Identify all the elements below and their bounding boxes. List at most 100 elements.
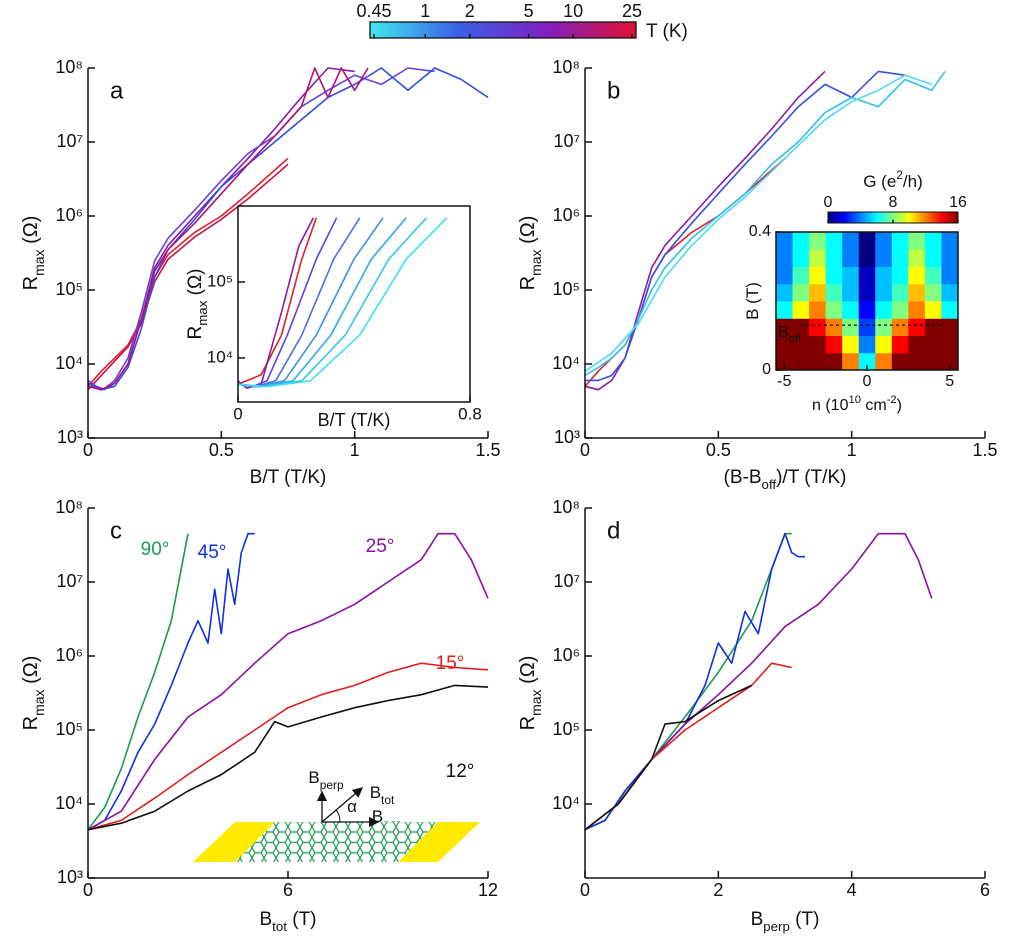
x-tick-label: 1.5 (972, 440, 997, 460)
heatmap-cell (891, 283, 909, 302)
heatmap-cell (875, 352, 893, 371)
heatmap-cell (941, 301, 959, 319)
heatmap-cell (842, 266, 860, 285)
heatmap-cell (809, 232, 827, 250)
schematic-label-part: α (347, 797, 357, 816)
heatmap-cell (809, 266, 827, 285)
y-axis-label-sub: max (195, 300, 210, 325)
y-axis-label: Rmax (Ω) (517, 656, 543, 731)
x-axis-label: n (1010 cm-2) (812, 394, 902, 414)
panel-label: d (607, 517, 620, 544)
schematic-label: Bperp (308, 768, 344, 792)
heatmap-cell (908, 352, 926, 371)
data-line (584, 70, 826, 391)
y-axis-label-sub: max (31, 689, 47, 715)
heatmap-cell (924, 352, 942, 371)
offset-label-part: B (778, 324, 789, 341)
heatmap-cell (842, 232, 860, 250)
heatmap-cell (809, 283, 827, 302)
y-tick-label: 10⁸ (55, 497, 83, 517)
data-line (584, 684, 753, 831)
heatmap-cell (792, 232, 810, 250)
heatmap-cell (809, 352, 827, 371)
x-axis-label-part: n (10 (812, 397, 849, 414)
series-label: 12° (446, 761, 475, 782)
axes-frame (237, 205, 471, 403)
y-axis-label: Rmax (Ω) (20, 656, 46, 731)
y-tick-label: 10⁴ (552, 353, 580, 373)
series-label: 15° (436, 653, 465, 674)
heatmap-cell (875, 335, 893, 354)
heatmap-cell (776, 335, 794, 354)
y-tick-label: 10⁶ (553, 205, 580, 225)
schematic-label: α (347, 797, 357, 816)
y-axis-label-part: (Ω) (517, 216, 539, 250)
heatmap-cell (792, 335, 810, 354)
offset-label-sub: off (789, 333, 802, 345)
colorbar (369, 21, 637, 39)
heatmap-cell (825, 249, 843, 267)
schematic-label-sub: tot (381, 793, 395, 807)
heatmap-cell (858, 301, 876, 319)
heatmap-cell (875, 301, 893, 319)
y-tick-label: 10⁸ (552, 497, 580, 517)
heatmap-cell (891, 232, 909, 250)
heatmap-cell (941, 318, 959, 336)
y-axis-label-part: R (20, 716, 42, 730)
y-axis-label-sub: max (528, 689, 544, 715)
x-tick-label: -5 (777, 373, 791, 390)
x-axis-label-part: B/T (T/K) (318, 410, 391, 430)
x-axis-label-sub: tot (272, 919, 287, 934)
colorbar-tick-label: 10 (563, 1, 583, 21)
x-axis-label-sub: off (762, 477, 777, 492)
heatmap-cell (924, 301, 942, 319)
panel-label: a (110, 77, 124, 104)
heatmap-cell (875, 283, 893, 302)
heatmap-cell (941, 232, 959, 250)
inset-background (238, 206, 470, 402)
heatmap-cell (842, 318, 860, 336)
y-axis-label-part: B (T) (743, 282, 762, 320)
data-line (584, 532, 805, 831)
y-axis-label-part: R (185, 326, 206, 340)
schematic-label-part: B (370, 783, 381, 802)
data-line (584, 532, 933, 831)
heatmap-cell (924, 335, 942, 354)
heatmap-cell (941, 352, 959, 371)
heatmap-cell (776, 232, 794, 250)
y-tick-label: 10⁸ (55, 57, 83, 77)
x-tick-label: 6 (980, 880, 990, 900)
y-tick-label: 10⁶ (553, 645, 580, 665)
heatmap-cell (776, 301, 794, 319)
x-tick-label: 0.5 (209, 440, 234, 460)
heatmap-cell (858, 352, 876, 371)
y-tick-label: 10⁷ (56, 131, 83, 151)
heatmap-cell (792, 301, 810, 319)
series-label: 90° (141, 539, 170, 560)
heatmap-cell (858, 335, 876, 354)
series-label: 25° (366, 536, 395, 557)
colorbar-tick-label: 0 (824, 194, 833, 211)
panel-label: c (110, 517, 122, 544)
x-tick-label: 4 (847, 880, 857, 900)
heatmap-cell (891, 266, 909, 285)
x-tick-label: 0.8 (458, 404, 482, 423)
heatmap-cell (858, 266, 876, 285)
data-line (87, 684, 489, 831)
heatmap-cell (842, 301, 860, 319)
heatmap-cell (891, 352, 909, 371)
heatmap-cell (941, 335, 959, 354)
colorbar-label-part: G (e (863, 172, 896, 191)
heatmap-cell (908, 266, 926, 285)
x-tick-label: 0 (580, 880, 590, 900)
series-label: 45° (198, 542, 227, 563)
heatmap-cell (858, 249, 876, 267)
y-tick-label: 10⁵ (56, 279, 83, 299)
heatmap-cell (776, 249, 794, 267)
colorbar-label: G (e2/h) (863, 168, 923, 191)
y-tick-label: 10⁷ (553, 571, 580, 591)
data-line (87, 532, 255, 831)
data-line (87, 533, 189, 831)
schematic-label: Btot (370, 783, 395, 807)
heatmap-cell (842, 352, 860, 371)
